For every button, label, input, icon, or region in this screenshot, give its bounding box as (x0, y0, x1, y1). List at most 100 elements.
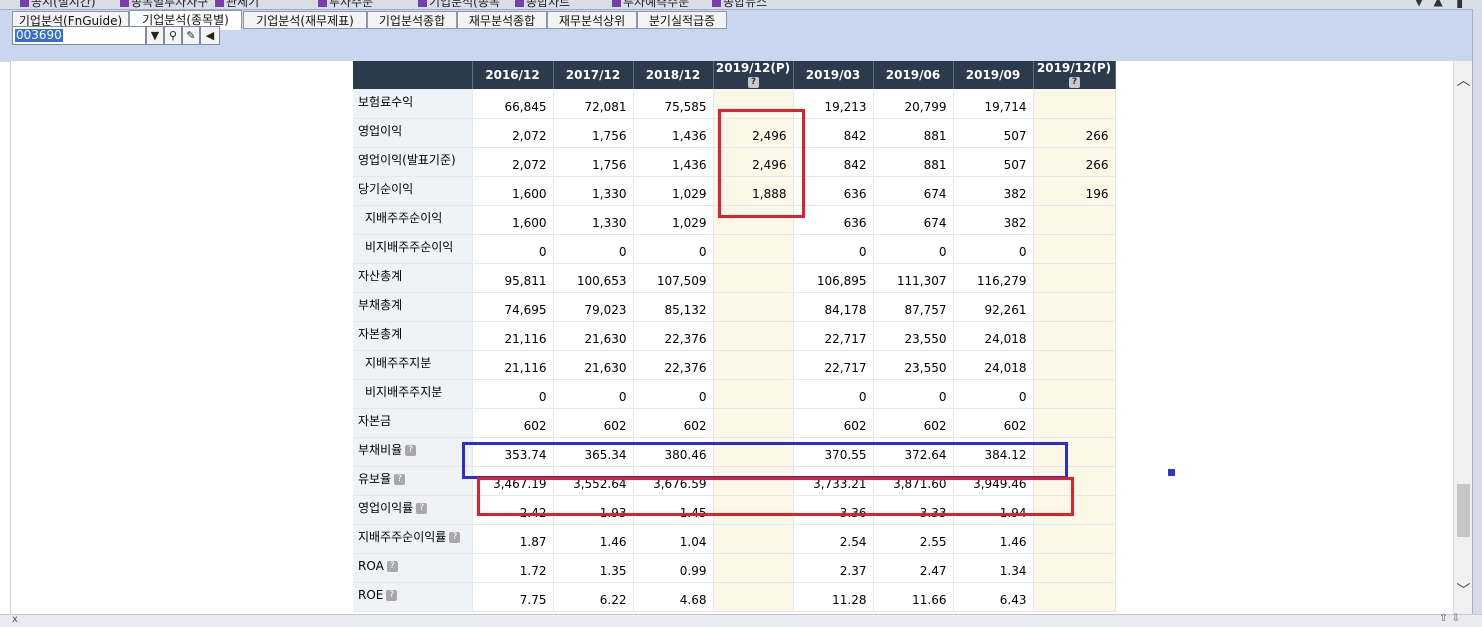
dropdown-icon[interactable]: ▼ (146, 26, 164, 45)
table-cell: 1,029 (633, 176, 714, 206)
window-tab-6[interactable]: 투자예측주문 (612, 0, 689, 9)
table-cell: 0.99 (633, 553, 714, 583)
tab-6[interactable]: 분기실적급증 (637, 11, 727, 29)
help-icon[interactable]: ? (386, 589, 398, 601)
vertical-scrollbar[interactable]: ︿ ﹀ (1453, 61, 1473, 614)
table-cell: 107,509 (633, 263, 714, 293)
scroll-thumb[interactable] (1457, 484, 1470, 537)
tab-3[interactable]: 기업분석종합 (367, 11, 457, 29)
stock-code-value: 003690 (15, 28, 63, 42)
table-row: 영업이익(발표기준) 2,072 1,756 1,436 2,496 842 881 507 2… (353, 147, 1116, 177)
row-label-text: 부채비율 (358, 443, 403, 457)
table-cell: 266 (1033, 118, 1116, 148)
table-row: 보험료수익 66,845 72,081 75,585 19,213 20,799 19,71… (353, 89, 1116, 119)
table-cell: 87,757 (873, 292, 954, 322)
row-label: 부채비율? (353, 437, 473, 467)
table-cell: 20,799 (873, 89, 954, 119)
window-controls[interactable]: ▼▲▐ (1414, 0, 1472, 8)
row-label-text: 영업이익 (358, 124, 403, 138)
search-icon[interactable]: ⚲ (164, 26, 182, 45)
table-cell (1033, 205, 1116, 235)
table-cell: 602 (793, 408, 874, 438)
window-tab-label: 종목별투자자구 (131, 0, 209, 9)
tab-5[interactable]: 재무분석상위 (547, 11, 637, 29)
table-cell: 196 (1033, 176, 1116, 206)
table-row: 지배주주순이익 1,600 1,330 1,029 636 674 382 (353, 205, 1116, 235)
help-icon[interactable]: ? (394, 474, 406, 485)
red-highlight-box-estimate (718, 109, 805, 218)
help-icon[interactable]: ? (748, 77, 759, 88)
table-row: 부채총계 74,695 79,023 85,132 84,178 87,757 92,261 (353, 292, 1116, 322)
speaker-icon[interactable]: ◀ (200, 26, 220, 45)
table-cell (713, 379, 794, 409)
row-label-text: ROA (358, 558, 384, 573)
row-label-text: 자산총계 (358, 269, 403, 283)
navigation-icons[interactable]: ⇧⇩ (1439, 613, 1464, 624)
row-label: 자본금 (353, 408, 473, 438)
row-label-text: 유보율 (358, 472, 392, 486)
table-row: 지배주주순이익률? 1.87 1.46 1.04 2.54 2.55 1.46 (353, 524, 1116, 554)
table-cell: 3,467.19 (472, 466, 554, 496)
scroll-down-icon[interactable]: ﹀ (1456, 583, 1471, 599)
table-cell: 0 (953, 234, 1034, 264)
window-tab-0[interactable]: 공시(실시간) (20, 0, 96, 9)
help-icon[interactable]: ? (1069, 77, 1080, 88)
row-label-text: 자본금 (358, 414, 392, 428)
table-cell: 602 (633, 408, 714, 438)
column-header-label: 2019/06 (885, 68, 941, 82)
window-tab-label: 종합차트 (526, 0, 571, 9)
row-label: 지배주주순이익 (353, 205, 473, 235)
table-cell: 382 (953, 205, 1034, 235)
stock-code-input[interactable]: 003690 (12, 26, 146, 45)
table-cell (1033, 524, 1116, 554)
table-row: 자산총계 95,811 100,653 107,509 106,895 111,307 11… (353, 263, 1116, 293)
tool-icon[interactable]: ✎ (182, 26, 200, 45)
table-cell: 1.93 (553, 495, 634, 525)
window-tab-1[interactable]: 종목별투자자구 (120, 0, 209, 9)
scroll-up-icon[interactable]: ︿ (1456, 73, 1471, 89)
table-cell (1033, 350, 1116, 380)
window-tab-2[interactable]: 관세기 (215, 0, 259, 9)
table-cell: 19,213 (793, 89, 874, 119)
blue-highlight-box-debt-ratio (462, 442, 1068, 479)
row-label-text: 보험료수익 (358, 94, 414, 109)
window-tab-label: 종합뉴스 (723, 0, 768, 9)
table-cell (713, 205, 794, 235)
close-icon[interactable]: x (12, 614, 18, 625)
table-cell (1033, 408, 1116, 438)
table-cell: 22,717 (793, 321, 874, 351)
table-cell: 0 (553, 234, 634, 264)
row-label-text: ROE (358, 587, 384, 602)
table-cell: 881 (873, 147, 954, 177)
help-icon[interactable]: ? (449, 532, 461, 543)
row-label-text: 부채총계 (358, 298, 403, 312)
tab-4[interactable]: 재무분석종합 (457, 11, 547, 29)
table-cell: 1.94 (953, 495, 1034, 525)
table-cell: 3,871.60 (873, 466, 954, 496)
window-tab-3[interactable]: 투자주문 (318, 0, 373, 9)
window-tab-icon (515, 0, 524, 7)
help-icon[interactable]: ? (386, 560, 398, 572)
table-cell: 111,307 (873, 263, 954, 293)
right-pane-edge (1472, 9, 1482, 626)
table-cell: 2,496 (713, 147, 794, 177)
help-icon[interactable]: ? (405, 445, 417, 456)
tab-0[interactable]: 기업분석(FnGuide) (12, 11, 129, 29)
window-tab-label: 공시(실시간) (31, 0, 96, 9)
row-label: 지배주주지분 (353, 350, 473, 380)
table-cell (713, 437, 794, 467)
window-tab-icon (612, 0, 621, 7)
table-cell: 1,756 (553, 147, 634, 177)
table-cell: 507 (953, 147, 1034, 177)
tab-2[interactable]: 기업분석(재무제표) (243, 11, 367, 29)
window-tab-4[interactable]: 기업분석(종목 (418, 0, 500, 9)
table-cell (1033, 495, 1116, 525)
table-cell: 1.34 (953, 553, 1034, 583)
column-header: 2018/12 (633, 61, 714, 89)
window-tab-5[interactable]: 종합차트 (515, 0, 571, 9)
help-icon[interactable]: ? (416, 503, 428, 514)
tab-1[interactable]: 기업분석(종목별) (129, 10, 242, 30)
table-cell: 266 (1033, 147, 1116, 177)
window-tab-7[interactable]: 종합뉴스 (712, 0, 768, 9)
table-row: 지배주주지분 21,116 21,630 22,376 22,717 23,550 24,0… (353, 350, 1116, 380)
